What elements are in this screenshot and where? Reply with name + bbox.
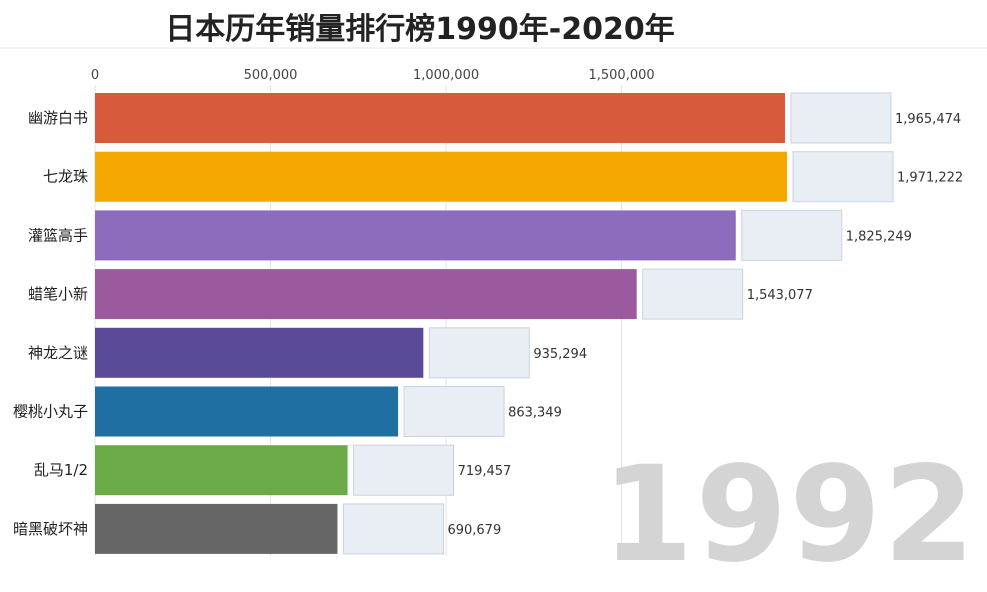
chart-title: 日本历年销量排行榜1990年-2020年 [165, 12, 675, 47]
value-label: 690,679 [447, 523, 501, 538]
bar [95, 327, 424, 378]
x-tick-label: 1,000,000 [413, 68, 479, 83]
bar-thumbnail [428, 327, 530, 379]
category-label: 樱桃小丸子 [13, 403, 88, 421]
bar-thumbnail [353, 444, 455, 496]
value-label: 1,971,222 [897, 171, 963, 186]
year-watermark: 1992 [601, 438, 977, 592]
value-label: 1,825,249 [846, 229, 912, 244]
bar-thumbnail [792, 151, 894, 203]
value-label: 719,457 [458, 464, 512, 479]
category-label: 七龙珠 [43, 168, 88, 186]
value-label: 1,965,474 [895, 112, 961, 127]
x-tick-label: 1,500,000 [588, 68, 654, 83]
category-label: 幽游白书 [28, 109, 88, 127]
bar [95, 445, 348, 496]
category-label: 暗黑破坏神 [13, 520, 88, 538]
x-tick-label: 500,000 [244, 68, 298, 83]
bar [95, 151, 787, 202]
category-label: 灌篮高手 [28, 226, 88, 244]
bar [95, 210, 736, 261]
bar [95, 503, 338, 554]
x-tick-label: 0 [91, 68, 99, 83]
bar-thumbnail [342, 503, 444, 555]
bar-chart: 0 500,000 1,000,000 1,500,000 幽游白书 1,965,474 七… [0, 47, 987, 556]
category-label: 神龙之谜 [28, 344, 88, 362]
category-label: 乱马1/2 [34, 461, 88, 479]
category-label: 蜡笔小新 [28, 285, 88, 303]
bar-thumbnail [403, 386, 505, 437]
bar-thumbnail [741, 209, 843, 261]
bar [95, 269, 637, 320]
chart-stage: 日本历年销量排行榜1990年-2020年 0 500,000 1,000,000 1,… [0, 12, 987, 592]
bar-thumbnail [790, 92, 892, 144]
bar [95, 386, 399, 437]
value-label: 1,543,077 [747, 288, 813, 303]
bar [95, 93, 785, 143]
bar-thumbnail [642, 268, 744, 320]
value-label: 935,294 [533, 347, 587, 362]
value-label: 863,349 [508, 406, 562, 421]
